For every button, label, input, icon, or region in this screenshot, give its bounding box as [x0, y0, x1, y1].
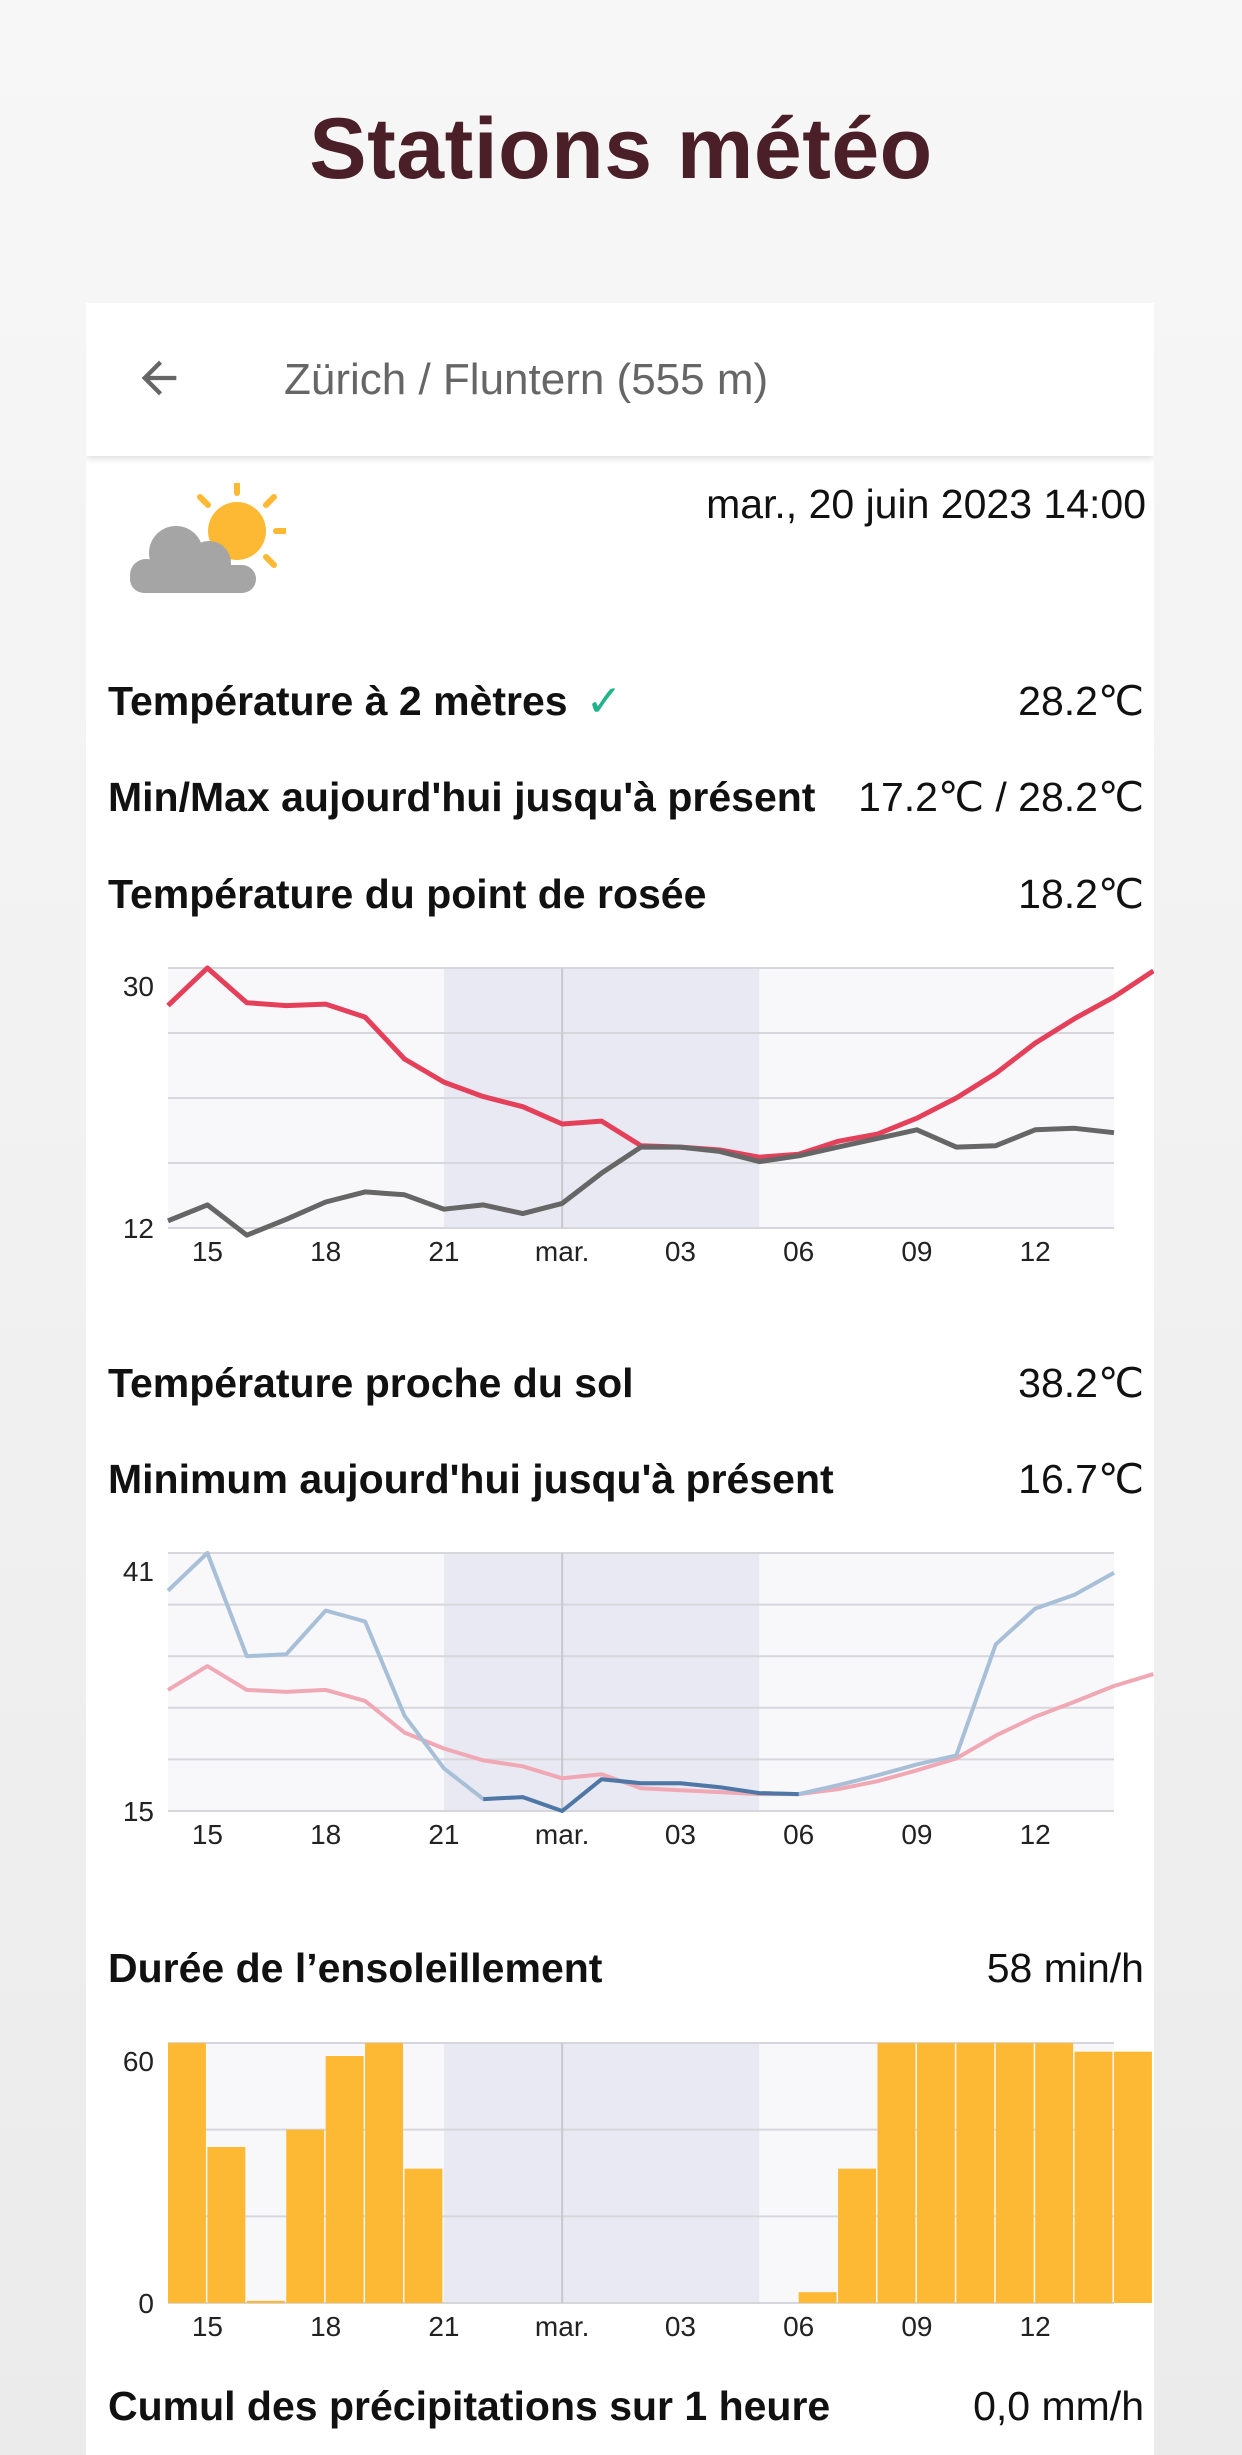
temp-y-tick: 12 [123, 1213, 154, 1244]
sunshine-bar [956, 2043, 995, 2303]
sunshine-bar [286, 2129, 325, 2303]
ground-min-series [166, 1664, 1154, 1797]
row-precipitation: Cumul des précipitations sur 1 heure 0,0… [108, 2378, 1144, 2434]
temp-x-tick: 12 [1020, 1236, 1051, 1267]
sunshine-bar [1114, 2051, 1152, 2303]
sun-x-tick: 18 [310, 2311, 341, 2342]
value-ground-temperature: 38.2℃ [1018, 1360, 1144, 1406]
temp-x-tick: 06 [783, 1236, 814, 1267]
sunshine-bar [916, 2043, 955, 2303]
sunshine-bar [995, 2043, 1034, 2303]
sunshine-bar [798, 2292, 837, 2303]
check-icon: ✓ [585, 676, 623, 726]
station-card: Zürich / Fluntern (555 m) mar., 20 juin … [86, 303, 1154, 2455]
ground-x-tick: 18 [310, 1819, 341, 1850]
ground-temperature-chart: 15 18 21 mar. 03 06 09 12 15 41 [123, 1551, 1154, 1850]
temperature-chart: 15 18 21 mar. 03 06 09 12 12 30 [123, 965, 1154, 1267]
value-temperature-2m: 28.2℃ [1018, 678, 1144, 724]
ground-x-tick: 06 [783, 1819, 814, 1850]
sun-night-band [443, 2043, 760, 2303]
sunshine-bar [365, 2043, 403, 2303]
row-temperature-2m: Température à 2 mètres ✓ 28.2℃ [108, 673, 1144, 729]
temp-x-tick: 15 [192, 1236, 223, 1267]
sunshine-bar [877, 2043, 916, 2303]
sun-x-tick: 21 [428, 2311, 459, 2342]
temp-x-tick: 09 [901, 1236, 932, 1267]
page-title: Stations météo [309, 101, 933, 197]
sunshine-bar [325, 2056, 364, 2303]
sunshine-bar [207, 2147, 246, 2303]
sunshine-bar [838, 2168, 876, 2303]
row-ground-temperature: Température proche du sol 38.2℃ [108, 1355, 1144, 1411]
temp-x-tick: 03 [665, 1236, 696, 1267]
ground-series-night [483, 1777, 799, 1813]
sun-x-tick: 15 [192, 2311, 223, 2342]
temp-x-tick: 21 [428, 1236, 459, 1267]
sun-x-tick: 12 [1020, 2311, 1051, 2342]
label-ground-temperature: Température proche du sol [108, 1359, 634, 1406]
station-header: Zürich / Fluntern (555 m) [86, 303, 1154, 456]
ground-x-tick: 12 [1020, 1819, 1051, 1850]
label-temperature-2m: Température à 2 mètres [108, 677, 568, 724]
label-ground-minimum: Minimum aujourd'hui jusqu'à présent [108, 1455, 834, 1502]
temp-y-tick: 30 [123, 971, 154, 1002]
temp-x-tick: 18 [310, 1236, 341, 1267]
temp-x-tick: mar. [535, 1236, 589, 1267]
sunshine-bar [1074, 2051, 1113, 2303]
row-dew-point: Température du point de rosée 18.2℃ [108, 866, 1144, 922]
value-min-max-today: 17.2℃ / 28.2℃ [858, 774, 1144, 820]
sun-x-tick: mar. [535, 2311, 589, 2342]
ground-night-band [443, 1553, 760, 1811]
label-dew-point: Température du point de rosée [108, 870, 707, 917]
ground-x-tick: 15 [192, 1819, 223, 1850]
station-name: Zürich / Fluntern (555 m) [284, 355, 769, 404]
ground-y-tick: 15 [123, 1796, 154, 1827]
row-min-max-today: Min/Max aujourd'hui jusqu'à présent 17.2… [108, 769, 1144, 825]
value-dew-point: 18.2℃ [1018, 871, 1144, 917]
value-ground-minimum: 16.7℃ [1018, 1456, 1144, 1502]
label-sunshine: Durée de l’ensoleillement [108, 1944, 603, 1991]
back-button[interactable] [124, 343, 194, 413]
value-precipitation: 0,0 mm/h [973, 2382, 1144, 2429]
sun-x-tick: 03 [665, 2311, 696, 2342]
sunshine-bar [168, 2043, 206, 2303]
ground-x-tick: 21 [428, 1819, 459, 1850]
label-precipitation: Cumul des précipitations sur 1 heure [108, 2382, 831, 2429]
value-sunshine: 58 min/h [986, 1944, 1144, 1991]
sunshine-bar [1035, 2043, 1074, 2303]
label-min-max-today: Min/Max aujourd'hui jusqu'à présent [108, 773, 816, 820]
arrow-left-icon [141, 360, 177, 396]
ground-y-tick: 41 [123, 1556, 154, 1587]
row-ground-minimum: Minimum aujourd'hui jusqu'à présent 16.7… [108, 1451, 1144, 1507]
ground-x-tick: mar. [535, 1819, 589, 1850]
row-sunshine: Durée de l’ensoleillement 58 min/h [108, 1940, 1144, 1996]
sun-x-tick: 06 [783, 2311, 814, 2342]
ground-x-tick: 09 [901, 1819, 932, 1850]
sun-y-tick: 60 [123, 2046, 154, 2077]
sunshine-bar [404, 2168, 443, 2303]
sunshine-bar [246, 2300, 285, 2303]
sunshine-chart: 15 18 21 mar. 03 06 09 12 0 60 [123, 2042, 1152, 2342]
ground-x-tick: 03 [665, 1819, 696, 1850]
partly-cloudy-sun-icon [130, 483, 286, 593]
sun-y-tick: 0 [138, 2288, 154, 2319]
observation-datetime: mar., 20 juin 2023 14:00 [706, 481, 1146, 527]
sun-x-tick: 09 [901, 2311, 932, 2342]
